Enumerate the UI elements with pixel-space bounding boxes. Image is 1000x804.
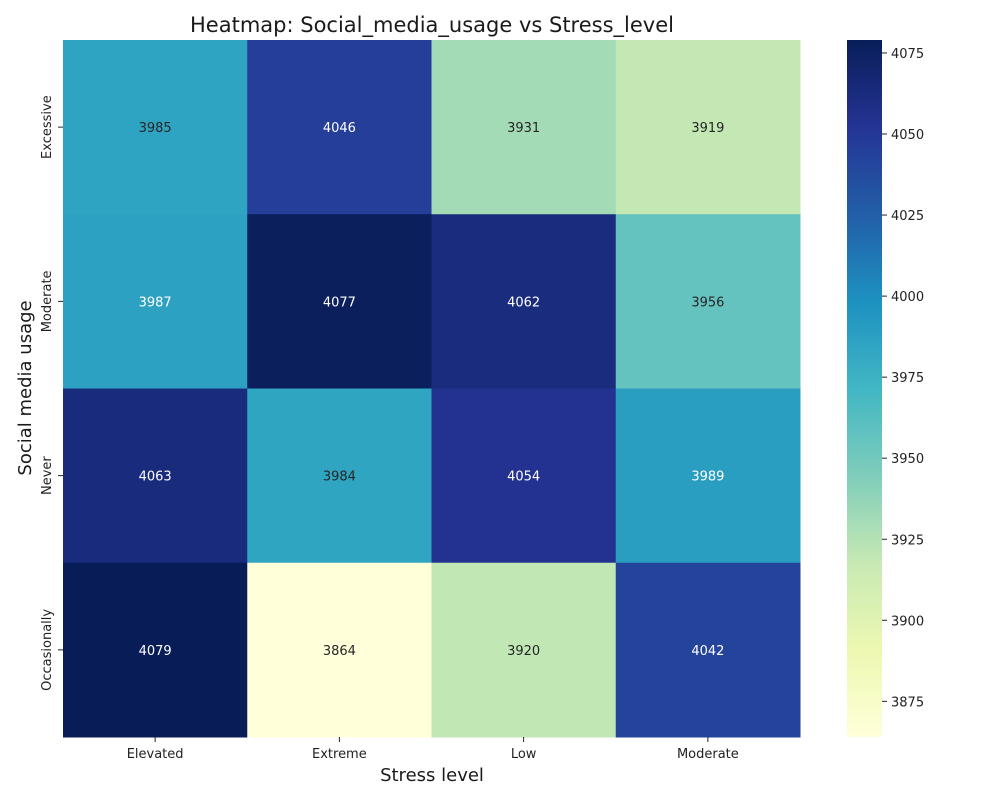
cell-value-label: 3919: [691, 121, 724, 136]
colorbar-tick-label: 3975: [891, 371, 924, 386]
cell-value-label: 4042: [691, 644, 724, 659]
cell-value-label: 4054: [507, 470, 540, 485]
heatmap-cell: [431, 562, 617, 738]
heatmap-cell: [431, 388, 617, 564]
colorbar-tick-label: 4025: [891, 209, 924, 224]
cell-value-label: 3920: [507, 644, 540, 659]
colorbar-tick-label: 3925: [891, 533, 924, 548]
y-tick-label: Excessive: [40, 95, 55, 159]
x-tick-label: Extreme: [312, 747, 367, 762]
heatmap-cell: [615, 562, 801, 738]
colorbar-tick-label: 4050: [891, 128, 924, 143]
cell-value-label: 3989: [691, 470, 724, 485]
cell-value-label: 4077: [323, 295, 356, 310]
y-tick-labels: Excessive Moderate Never Occasionally: [40, 95, 63, 691]
heatmap-cell: [431, 40, 617, 215]
y-tick-label: Moderate: [40, 270, 55, 332]
heatmap-cell: [615, 388, 801, 564]
heatmap-cell: [431, 214, 617, 389]
cell-value-label: 3864: [323, 644, 356, 659]
cell-value-label: 4046: [323, 121, 356, 136]
heatmap-cell: [63, 214, 248, 389]
x-axis-label: Stress level: [380, 765, 484, 786]
heatmap-cells: 3985 4046 3931 3919 3987 4077 4062 3956 4063 3984…: [63, 40, 801, 738]
y-tick-label: Never: [40, 456, 55, 495]
heatmap-cell: [247, 214, 432, 389]
colorbar-tick-label: 3875: [891, 695, 924, 710]
heatmap-cell: [247, 388, 432, 564]
cell-value-label: 3931: [507, 121, 540, 136]
heatmap-cell: [247, 562, 432, 738]
heatmap-cell: [63, 40, 248, 215]
colorbar: 3875 3900 3925 3950 3975 4000 4025 4050 4075: [847, 40, 924, 737]
x-tick-label: Moderate: [677, 747, 739, 762]
heatmap-cell: [63, 388, 248, 564]
cell-value-label: 3984: [323, 470, 356, 485]
colorbar-gradient: [847, 40, 882, 737]
heatmap-cell: [615, 214, 801, 389]
colorbar-tick-label: 3900: [891, 614, 924, 629]
colorbar-tick-label: 3950: [891, 452, 924, 467]
x-tick-label: Low: [511, 747, 537, 762]
cell-value-label: 4063: [139, 470, 172, 485]
cell-value-label: 3987: [139, 295, 172, 310]
cell-value-label: 4079: [139, 644, 172, 659]
heatmap-cell: [615, 40, 801, 215]
colorbar-tick-label: 4075: [891, 47, 924, 62]
chart-title: Heatmap: Social_media_usage vs Stress_le…: [190, 13, 674, 38]
heatmap-cell: [247, 40, 432, 215]
x-tick-labels: Elevated Extreme Low Moderate: [127, 737, 739, 762]
y-tick-label: Occasionally: [40, 609, 55, 691]
colorbar-tick-label: 4000: [891, 290, 924, 305]
y-axis-label: Social media usage: [15, 300, 36, 475]
x-tick-label: Elevated: [127, 747, 184, 762]
heatmap-cell: [63, 562, 248, 738]
cell-value-label: 3956: [691, 295, 724, 310]
cell-value-label: 3985: [139, 121, 172, 136]
cell-value-label: 4062: [507, 295, 540, 310]
